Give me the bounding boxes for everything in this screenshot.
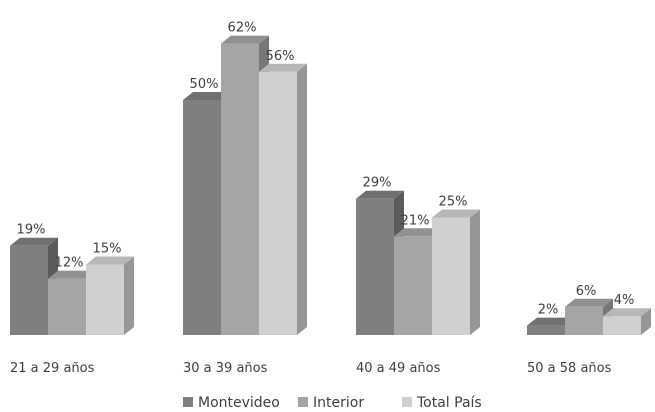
bar-front [10,245,48,335]
bar-side [124,256,134,335]
legend: Montevideo Interior Total País [183,395,482,411]
data-label: 25% [439,195,468,210]
legend-label-total-pais: Total País [416,395,482,411]
bar-front [565,306,603,335]
bar-top [565,298,613,307]
bar-side [641,308,651,335]
data-label: 15% [93,242,122,257]
bar-side [297,63,307,336]
bar-front [86,264,124,335]
data-label: 6% [576,284,597,299]
bar-top [86,256,134,265]
bar-front [183,100,221,335]
data-label: 19% [17,223,46,238]
bar-front [48,278,86,335]
bar-top [432,209,480,218]
bar-front [221,43,259,335]
bar-side [470,209,480,335]
legend-swatch-montevideo [183,397,193,407]
legend-label-interior: Interior [313,395,364,411]
bar-front [432,217,470,335]
bar-front [356,198,394,335]
category-label: 50 a 58 años [527,361,612,376]
data-label: 29% [363,176,392,191]
data-label: 2% [538,303,559,318]
bars-group [10,35,651,336]
bar-top [183,92,231,100]
data-label: 56% [266,49,295,64]
bar-top [48,270,96,279]
bar-top [356,190,404,199]
bar-top [527,317,575,326]
bar [432,209,480,335]
bar [603,308,651,335]
data-label: 62% [228,21,257,36]
bar-top [259,63,307,72]
data-label: 4% [614,293,635,308]
data-label: 50% [190,77,219,92]
bar-front [259,71,297,336]
bar [259,63,307,336]
legend-label-montevideo: Montevideo [198,395,280,411]
bar-front [527,325,565,335]
data-label: 12% [55,256,84,271]
category-label: 21 a 29 años [10,361,95,376]
bar [86,256,134,335]
bar-top [603,308,651,317]
legend-swatch-interior [298,397,308,407]
bar-top [394,228,442,237]
bar-top [10,237,58,246]
legend-swatch-total-pais [402,397,412,407]
bar [48,270,96,335]
category-label: 40 a 49 años [356,361,441,376]
bar-front [394,236,432,335]
category-label: 30 a 39 años [183,361,268,376]
bar-top [221,35,269,44]
data-label: 21% [401,213,430,228]
data-labels-group: 19% 12% 15% 50% 62% 56% 29% 21% 25% 2% 6% 4% [17,21,635,318]
bar-front [603,316,641,335]
